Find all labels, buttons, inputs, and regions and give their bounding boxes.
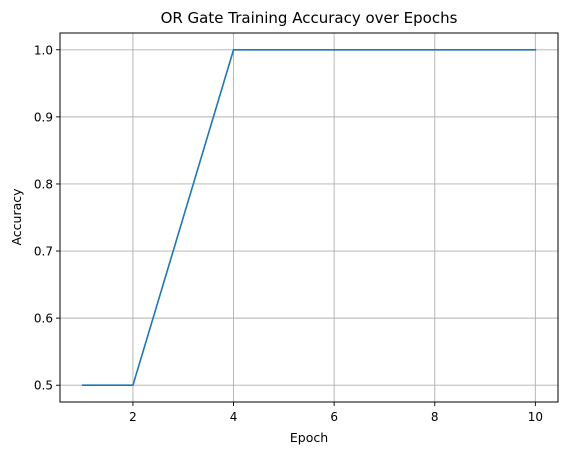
series-lines	[81, 48, 537, 387]
y-tick-label: 0.8	[34, 177, 53, 191]
y-tick-label: 0.5	[34, 379, 53, 393]
plot-area-frame	[59, 32, 559, 403]
x-tick-label: 6	[330, 410, 338, 424]
grid-lines	[60, 33, 558, 402]
x-axis-label: Epoch	[290, 430, 328, 445]
x-tick-label: 4	[230, 410, 238, 424]
x-axis-ticks: 2 4 6 8 10	[129, 402, 543, 424]
y-axis-label: Accuracy	[9, 188, 24, 246]
y-tick-label: 0.6	[34, 312, 53, 326]
y-tick-label: 0.9	[34, 110, 53, 124]
x-tick-label: 8	[431, 410, 439, 424]
y-axis-ticks: 0.5 0.6 0.7 0.8 0.9 1.0	[34, 43, 60, 393]
y-tick-label: 1.0	[34, 43, 53, 57]
x-tick-label: 10	[528, 410, 543, 424]
series-line-0	[81, 48, 537, 387]
x-tick-label: 2	[129, 410, 137, 424]
y-tick-label: 0.7	[34, 245, 53, 259]
chart-title: OR Gate Training Accuracy over Epochs	[161, 9, 458, 27]
